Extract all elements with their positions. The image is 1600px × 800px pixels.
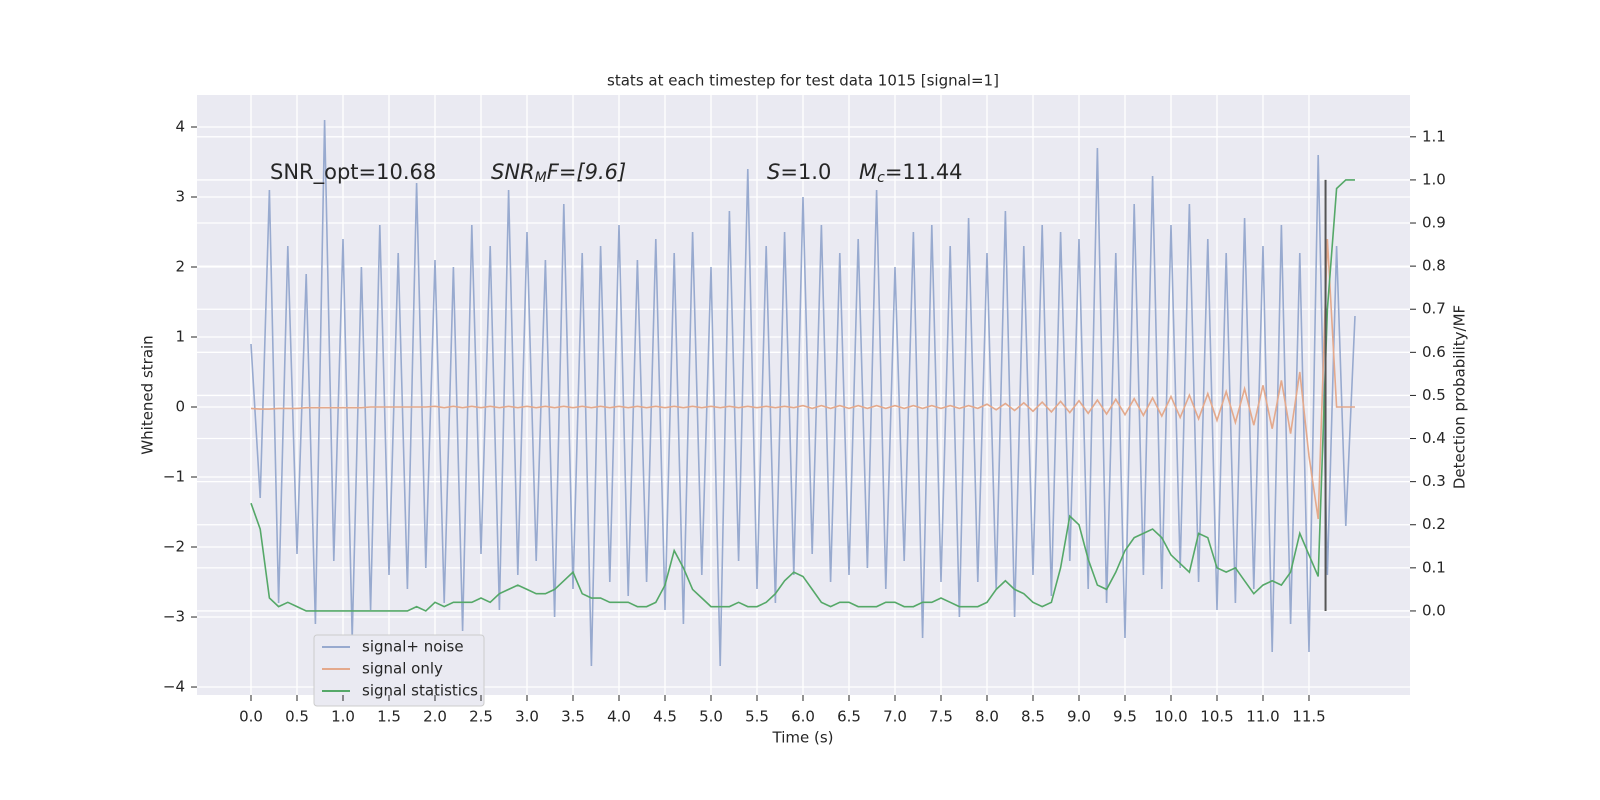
legend: signal+ noise signal only signal statistic… <box>313 634 485 707</box>
annotation: SNR_opt=10.68 <box>270 160 436 185</box>
x-tick-label: 3.5 <box>561 708 585 726</box>
x-axis-label: Time (s) <box>772 729 834 747</box>
y2-tick-label: 0.6 <box>1422 343 1446 361</box>
x-tick-label: 2.0 <box>423 708 447 726</box>
y-tick-label: 2 <box>175 257 185 275</box>
y2-tick-label: 1.0 <box>1422 170 1446 188</box>
x-tick-label: 10.5 <box>1200 708 1233 726</box>
x-tick-label: 2.5 <box>469 708 493 726</box>
y-tick-label: 3 <box>175 187 185 205</box>
x-tick-label: 3.0 <box>515 708 539 726</box>
annotation-text: M <box>859 160 877 184</box>
marks <box>250 119 1356 667</box>
chart-title: stats at each timestep for test data 101… <box>607 72 999 90</box>
series-line <box>250 119 1356 667</box>
x-tick-label: 1.0 <box>331 708 355 726</box>
x-tick-label: 9.0 <box>1067 708 1091 726</box>
y2-tick-label: 0.3 <box>1422 472 1446 490</box>
y2-tick-label: 0.5 <box>1422 386 1446 404</box>
x-tick-label: 0.5 <box>285 708 309 726</box>
annotation-subscript: c <box>877 170 885 186</box>
x-tick-label: 1.5 <box>377 708 401 726</box>
annotation-text: S <box>767 160 780 184</box>
legend-label: signal+ noise <box>362 638 464 656</box>
legend-box <box>313 634 485 707</box>
y2-tick-label: 0.9 <box>1422 214 1446 232</box>
series-line <box>250 238 1355 520</box>
y2-axis-label: Detection probability/MF <box>1451 305 1469 489</box>
y2-tick-label: 0.0 <box>1422 601 1446 619</box>
annotation: Mc=11.44 <box>859 160 963 186</box>
annotation-text: =11.44 <box>885 160 963 184</box>
x-tick-label: 4.5 <box>653 708 677 726</box>
annotation: SNRMF=[9.6] <box>491 160 626 186</box>
annotation-subscript: M <box>535 170 547 186</box>
x-tick-label: 6.5 <box>837 708 861 726</box>
annotation-text: =1.0 <box>780 160 831 184</box>
x-tick-label: 8.5 <box>1021 708 1045 726</box>
y-tick-label: 4 <box>175 117 185 135</box>
y-tick-label: −4 <box>163 678 185 696</box>
y2-tick-label: 0.1 <box>1422 558 1446 576</box>
y-tick-label: −3 <box>163 608 185 626</box>
series-line <box>250 179 1355 612</box>
y-tick-label: 1 <box>175 328 185 346</box>
x-tick-label: 5.5 <box>745 708 769 726</box>
y2-tick-label: 0.4 <box>1422 429 1446 447</box>
y2-tick-label: 0.7 <box>1422 300 1446 318</box>
x-tick-label: 5.0 <box>699 708 723 726</box>
x-tick-label: 8.0 <box>975 708 999 726</box>
y-tick-label: −2 <box>163 538 185 556</box>
annotation: S=1.0 <box>767 160 831 184</box>
annotation-text: SNR <box>491 160 535 184</box>
y-tick-label: −1 <box>163 468 185 486</box>
annotation-text: SNR_opt=10.68 <box>270 160 436 185</box>
x-tick-label: 0.0 <box>239 708 263 726</box>
y-axis-label: Whitened strain <box>139 335 157 454</box>
legend-label: signal only <box>362 660 443 678</box>
y2-tick-label: 1.1 <box>1422 127 1446 145</box>
x-tick-label: 11.5 <box>1292 708 1325 726</box>
y2-tick-label: 0.2 <box>1422 515 1446 533</box>
x-tick-label: 10.0 <box>1154 708 1187 726</box>
x-tick-label: 4.0 <box>607 708 631 726</box>
y-tick-label: 0 <box>175 398 185 416</box>
legend-label: signal statistics <box>362 682 478 700</box>
x-tick-label: 7.5 <box>929 708 953 726</box>
x-tick-label: 11.0 <box>1246 708 1279 726</box>
y2-tick-label: 0.8 <box>1422 257 1446 275</box>
x-tick-label: 9.5 <box>1113 708 1137 726</box>
x-tick-label: 6.0 <box>791 708 815 726</box>
x-tick-label: 7.0 <box>883 708 907 726</box>
annotation-text: F=[9.6] <box>547 160 626 184</box>
